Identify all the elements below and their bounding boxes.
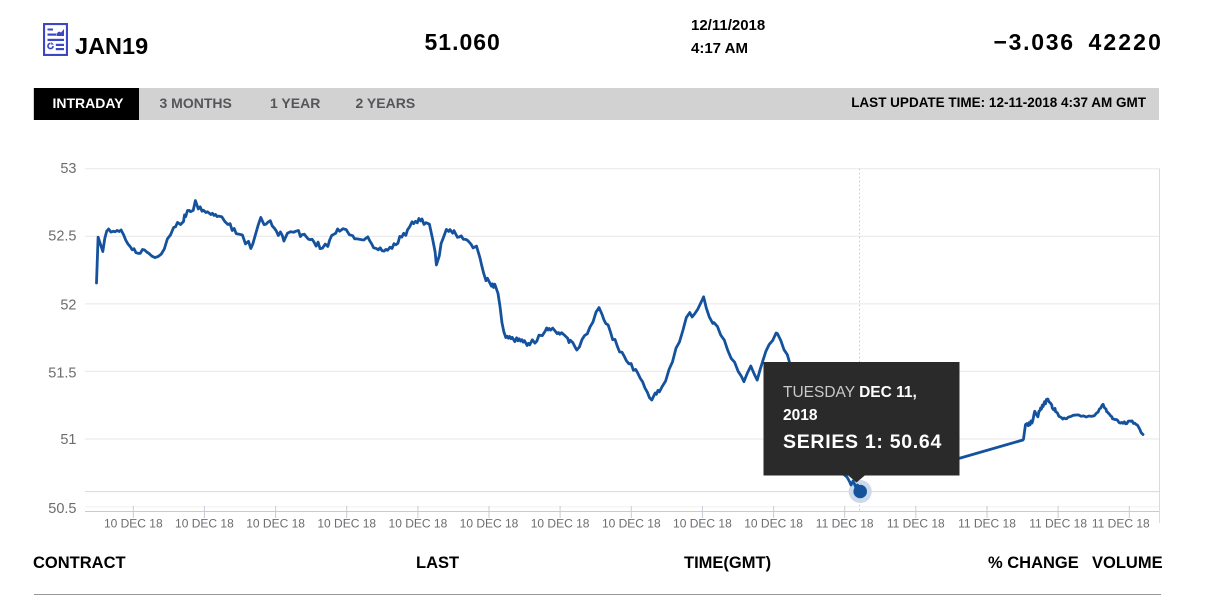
svg-text:TUESDAY DEC 11,: TUESDAY DEC 11, [783, 384, 917, 401]
svg-text:52: 52 [60, 298, 76, 314]
svg-text:51: 51 [60, 432, 76, 448]
svg-text:10 DEC 18: 10 DEC 18 [246, 517, 305, 531]
svg-text:10 DEC 18: 10 DEC 18 [175, 517, 234, 531]
svg-text:SERIES 1: 50.64: SERIES 1: 50.64 [783, 431, 942, 453]
svg-text:10 DEC 18: 10 DEC 18 [460, 517, 519, 531]
svg-text:11 DEC 18: 11 DEC 18 [958, 517, 1016, 531]
svg-text:10 DEC 18: 10 DEC 18 [389, 517, 448, 531]
svg-text:50.5: 50.5 [48, 501, 76, 517]
svg-text:10 DEC 18: 10 DEC 18 [673, 517, 732, 531]
svg-text:10 DEC 18: 10 DEC 18 [104, 517, 163, 531]
svg-text:10 DEC 18: 10 DEC 18 [744, 517, 803, 531]
svg-text:10 DEC 18: 10 DEC 18 [602, 517, 661, 531]
svg-text:11 DEC 18: 11 DEC 18 [887, 517, 945, 531]
svg-text:52.5: 52.5 [48, 229, 76, 245]
svg-text:53: 53 [60, 161, 76, 177]
svg-text:11 DEC 18: 11 DEC 18 [1029, 517, 1087, 531]
svg-text:51.5: 51.5 [48, 365, 76, 381]
svg-text:10 DEC 18: 10 DEC 18 [317, 517, 376, 531]
svg-text:11 DEC 18: 11 DEC 18 [1092, 517, 1150, 531]
svg-text:11 DEC 18: 11 DEC 18 [816, 517, 874, 531]
svg-text:10 DEC 18: 10 DEC 18 [531, 517, 590, 531]
svg-text:2018: 2018 [783, 407, 818, 424]
